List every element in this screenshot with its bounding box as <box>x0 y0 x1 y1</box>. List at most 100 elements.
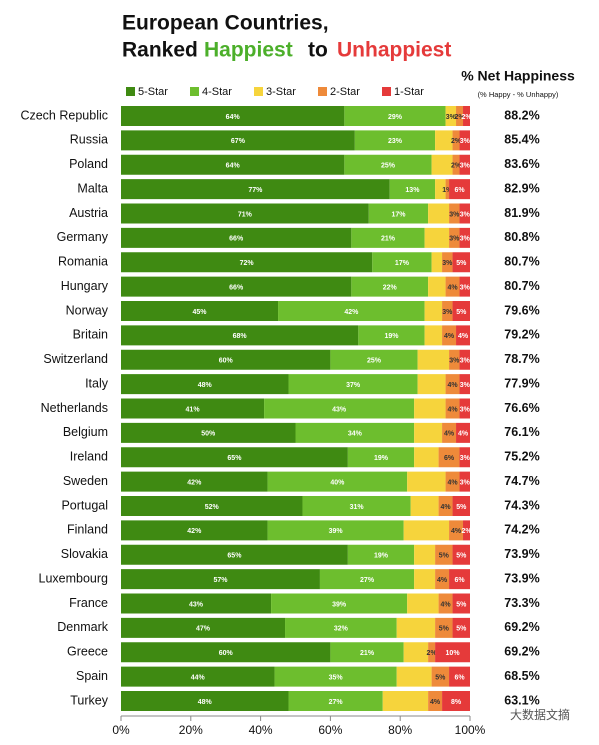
x-tick-label: 20% <box>179 723 203 737</box>
category-label: Slovakia <box>61 547 108 561</box>
bar-value-label: 10% <box>446 650 461 657</box>
bar-segment <box>121 617 286 638</box>
bar-segment <box>121 471 268 492</box>
category-label: Romania <box>58 255 108 269</box>
bar-segment <box>438 593 453 614</box>
bar-value-label: 21% <box>360 650 375 657</box>
bar-segment <box>396 617 436 638</box>
bar-value-label: 60% <box>219 650 234 657</box>
bar-segment <box>121 691 289 711</box>
bar-value-label: 5% <box>456 553 467 560</box>
bar-segment <box>459 349 470 370</box>
bar-segment <box>452 154 460 175</box>
bar-segment <box>424 227 450 248</box>
bar-value-label: 23% <box>388 138 403 145</box>
legend-label: 4-Star <box>202 86 232 98</box>
category-label: Norway <box>66 303 109 317</box>
bar-value-label: 2% <box>427 650 438 657</box>
bar-segment <box>445 106 457 126</box>
bar-segment <box>121 544 348 565</box>
bar-value-label: 41% <box>186 406 201 413</box>
bar-value-label: 25% <box>367 358 382 365</box>
bar-segment <box>417 374 446 395</box>
bar-segment <box>414 422 443 443</box>
bar-segment <box>407 593 439 614</box>
bar-value-label: 50% <box>201 431 216 438</box>
bar-value-label: 66% <box>229 236 244 243</box>
net-happiness-value: 76.6% <box>504 401 539 415</box>
bar-segment <box>424 301 443 321</box>
bar-segment <box>442 422 457 443</box>
bar-segment <box>347 447 415 468</box>
bar-value-label: 19% <box>374 553 389 560</box>
bar-segment <box>442 301 453 321</box>
bar-value-label: 3% <box>460 358 471 365</box>
bar-segment <box>121 642 331 663</box>
bar-segment <box>449 569 470 590</box>
bar-value-label: 71% <box>238 211 253 218</box>
bar-segment <box>456 422 470 443</box>
bar-segment <box>435 617 453 638</box>
bar-segment <box>121 666 275 687</box>
bar-segment <box>449 179 470 200</box>
category-label: Sweden <box>63 474 108 488</box>
bar-value-label: 4% <box>430 699 441 706</box>
bar-segment <box>121 203 369 224</box>
category-label: Poland <box>69 157 108 171</box>
bar-segment <box>278 301 425 321</box>
bar-segment <box>428 203 450 224</box>
x-tick-label: 100% <box>455 723 486 737</box>
bar-segment <box>459 203 470 224</box>
category-label: Britain <box>73 328 108 342</box>
bar-segment <box>121 593 272 614</box>
bar-segment <box>319 569 415 590</box>
bar-value-label: 4% <box>444 333 455 340</box>
bar-value-label: 27% <box>329 699 344 706</box>
category-label: Germany <box>57 230 109 244</box>
bar-value-label: 17% <box>395 260 410 267</box>
net-title: % Net Happiness <box>461 68 575 84</box>
bar-value-label: 3% <box>442 309 453 316</box>
bar-value-label: 5% <box>456 504 467 511</box>
bar-value-label: 3% <box>460 211 471 218</box>
bar-segment <box>121 301 279 321</box>
bar-segment <box>344 106 446 126</box>
bar-value-label: 3% <box>446 114 457 121</box>
title-word: Ranked <box>122 39 198 62</box>
bar-value-label: 4% <box>444 431 455 438</box>
bar-segment <box>121 520 268 541</box>
bar-segment <box>121 130 355 151</box>
bar-segment <box>121 154 345 175</box>
bar-value-label: 5% <box>456 260 467 267</box>
bar-value-label: 43% <box>189 601 204 608</box>
net-happiness-value: 77.9% <box>504 376 539 390</box>
bar-value-label: 3% <box>449 358 460 365</box>
bar-segment <box>288 691 383 711</box>
bar-segment <box>347 544 415 565</box>
legend-label: 5-Star <box>138 86 168 98</box>
bar-value-label: 44% <box>191 674 206 681</box>
bar-segment <box>452 496 470 516</box>
bar-segment <box>442 252 453 273</box>
category-label: Spain <box>76 669 108 683</box>
legend-swatch <box>382 87 391 96</box>
bar-value-label: 4% <box>437 577 448 584</box>
bar-value-label: 2% <box>461 528 472 535</box>
bar-segment <box>414 569 436 590</box>
bar-value-label: 5% <box>456 601 467 608</box>
bar-value-label: 40% <box>330 479 345 486</box>
bar-segment <box>271 593 408 614</box>
bar-value-label: 1% <box>442 187 453 194</box>
net-happiness-value: 80.7% <box>504 255 539 269</box>
bar-segment <box>431 154 453 175</box>
category-label: Portugal <box>61 498 108 512</box>
bar-value-label: 68% <box>233 333 248 340</box>
bar-value-label: 39% <box>332 601 347 608</box>
category-label: Belgium <box>63 425 108 439</box>
net-happiness-value: 73.3% <box>504 596 539 610</box>
bar-segment <box>264 398 415 419</box>
bar-segment <box>358 325 425 346</box>
bar-value-label: 43% <box>332 406 347 413</box>
bar-value-label: 6% <box>444 455 455 462</box>
bar-segment <box>459 398 470 419</box>
